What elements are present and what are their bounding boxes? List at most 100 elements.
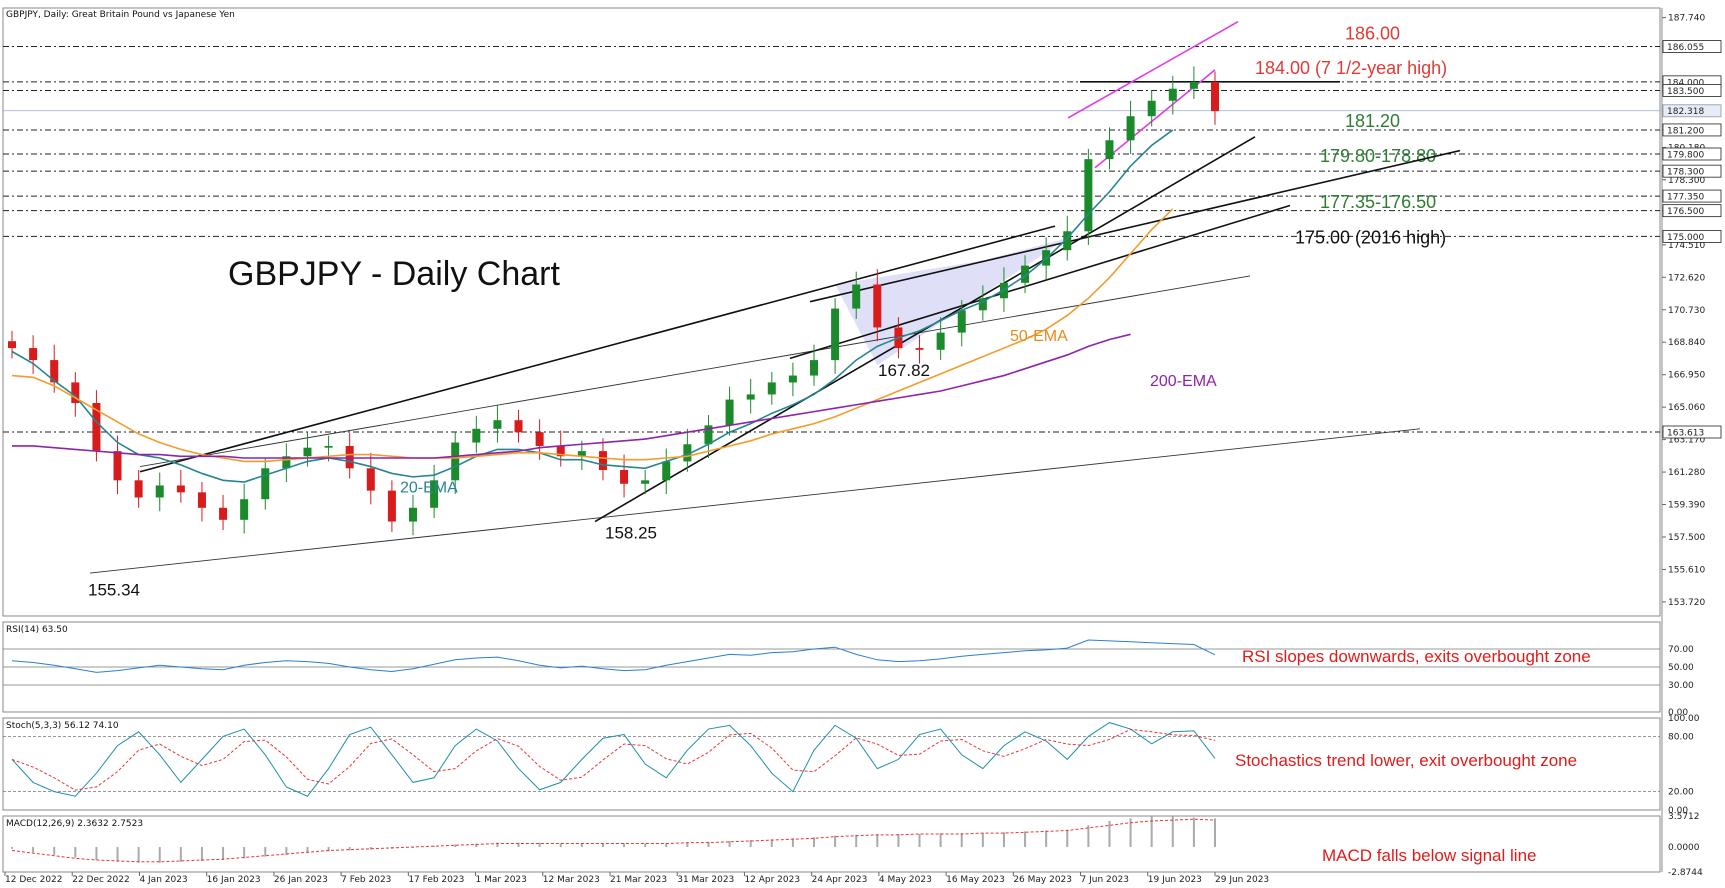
stoch-note: Stochastics trend lower, exit overbought… xyxy=(1235,751,1577,770)
candle-body xyxy=(641,480,650,484)
candle-body xyxy=(514,420,523,433)
y-tick-label: 165.060 xyxy=(1668,403,1705,413)
x-tick-label: 29 Jun 2023 xyxy=(1215,875,1269,885)
price-annotation: 158.25 xyxy=(605,523,657,542)
candle-body xyxy=(50,360,59,383)
y-tick-label: 157.500 xyxy=(1668,533,1705,543)
candle-body xyxy=(1168,88,1177,101)
candle-body xyxy=(282,456,291,469)
stoch-tick: 20.00 xyxy=(1668,788,1694,798)
level-tag-text: 181.200 xyxy=(1667,126,1704,136)
candle-body xyxy=(683,444,692,462)
macd-tick: 0.0000 xyxy=(1668,843,1700,853)
candle-body xyxy=(704,425,713,445)
ema-label: 20-EMA xyxy=(400,479,458,496)
x-tick-label: 16 Jan 2023 xyxy=(207,875,261,885)
y-tick-label: 187.740 xyxy=(1668,14,1705,24)
y-tick-label: 161.280 xyxy=(1668,468,1705,478)
level-annotation: 181.20 xyxy=(1345,111,1400,131)
candle-body xyxy=(598,451,607,471)
level-tag xyxy=(1662,189,1722,203)
candle-body xyxy=(430,480,439,508)
price-annotation: 155.34 xyxy=(88,580,140,599)
candle-body xyxy=(8,341,16,349)
macd-signal-line xyxy=(11,818,1216,863)
level-tag xyxy=(1662,425,1722,439)
candle-body xyxy=(788,375,797,383)
current-price-text: 182.318 xyxy=(1667,107,1704,117)
level-tag xyxy=(1662,84,1722,97)
upper-channel-line xyxy=(139,225,1056,473)
candle-body xyxy=(155,485,164,498)
level-annotation: 184.00 (7 1/2-year high) xyxy=(1255,58,1447,78)
y-tick-label: 168.840 xyxy=(1668,338,1705,348)
stoch-panel xyxy=(2,717,1661,811)
macd-note: MACD falls below signal line xyxy=(1322,846,1536,865)
rsi-tick: 50.00 xyxy=(1668,663,1694,673)
candle-body xyxy=(810,360,818,376)
level-tag-text: 177.350 xyxy=(1667,193,1704,203)
candle-body xyxy=(176,485,185,493)
x-tick-label: 26 May 2023 xyxy=(1013,875,1072,885)
candle-body xyxy=(472,428,481,443)
level-annotation: 177.35-176.50 xyxy=(1320,192,1436,212)
level-tag xyxy=(1662,123,1722,137)
candle-body xyxy=(92,403,101,452)
level-tag xyxy=(1662,164,1722,178)
candle-body xyxy=(29,348,38,361)
y-tick-label: 153.720 xyxy=(1668,598,1705,608)
x-tick-label: 4 May 2023 xyxy=(879,875,932,885)
lower-channel-line xyxy=(89,428,1421,574)
candle-body xyxy=(71,382,80,404)
macd-tick: 3.5712 xyxy=(1668,812,1700,822)
candle-body xyxy=(1147,100,1156,117)
candle-body xyxy=(1063,231,1072,251)
stoch-header: Stoch(5,3,3) 56.12 74.10 xyxy=(6,721,119,731)
candle-body xyxy=(1126,116,1135,141)
rsi-header: RSI(14) 63.50 xyxy=(6,625,68,635)
level-tag xyxy=(1662,147,1722,161)
x-tick-label: 22 Dec 2022 xyxy=(72,875,130,885)
y-tick-label: 174.510 xyxy=(1668,241,1705,251)
main-panel xyxy=(2,7,1661,617)
candle-body xyxy=(303,447,312,457)
chart-title: GBPJPY - Daily Chart xyxy=(228,255,560,293)
candle-body xyxy=(324,445,333,448)
chart-header: GBPJPY, Daily: Great Britain Pound vs Ja… xyxy=(6,10,235,20)
stoch-tick: 80.00 xyxy=(1668,732,1694,742)
candle-body xyxy=(366,468,375,491)
candle-body xyxy=(451,442,460,481)
candle-body xyxy=(387,490,396,522)
y-tick-label: 172.620 xyxy=(1668,273,1705,283)
ema-line xyxy=(11,208,1174,463)
candle-body xyxy=(493,420,502,429)
candle-body xyxy=(1021,265,1030,283)
rsi-tick: 30.00 xyxy=(1668,681,1694,691)
x-tick-label: 4 Jan 2023 xyxy=(139,875,187,885)
ema-line xyxy=(11,129,1174,483)
x-tick-label: 21 Mar 2023 xyxy=(610,875,667,885)
stoch-k-line xyxy=(11,722,1216,797)
ema-label: 50-EMA xyxy=(1010,328,1068,345)
rsi-tick: 0.00 xyxy=(1668,708,1688,718)
candle-body xyxy=(113,451,122,481)
candle-body xyxy=(873,284,882,328)
x-tick-label: 17 Feb 2023 xyxy=(408,875,464,885)
candle-body xyxy=(1084,159,1093,232)
macd-tick: -2.8744 xyxy=(1668,868,1703,878)
ema-line xyxy=(12,333,1131,459)
x-tick-label: 24 Apr 2023 xyxy=(812,875,868,885)
candle-body xyxy=(535,432,544,446)
rsi-line xyxy=(11,639,1216,673)
candle-body xyxy=(831,308,840,361)
macd-panel xyxy=(2,815,1661,873)
candle-body xyxy=(261,468,270,500)
candle-body xyxy=(409,507,417,522)
x-tick-label: 31 Mar 2023 xyxy=(677,875,734,885)
y-tick-label: 159.390 xyxy=(1668,501,1705,511)
candle-body xyxy=(219,507,228,520)
candle-body xyxy=(978,298,987,311)
x-tick-label: 12 Mar 2023 xyxy=(543,875,600,885)
ema-label: 200-EMA xyxy=(1150,373,1217,390)
